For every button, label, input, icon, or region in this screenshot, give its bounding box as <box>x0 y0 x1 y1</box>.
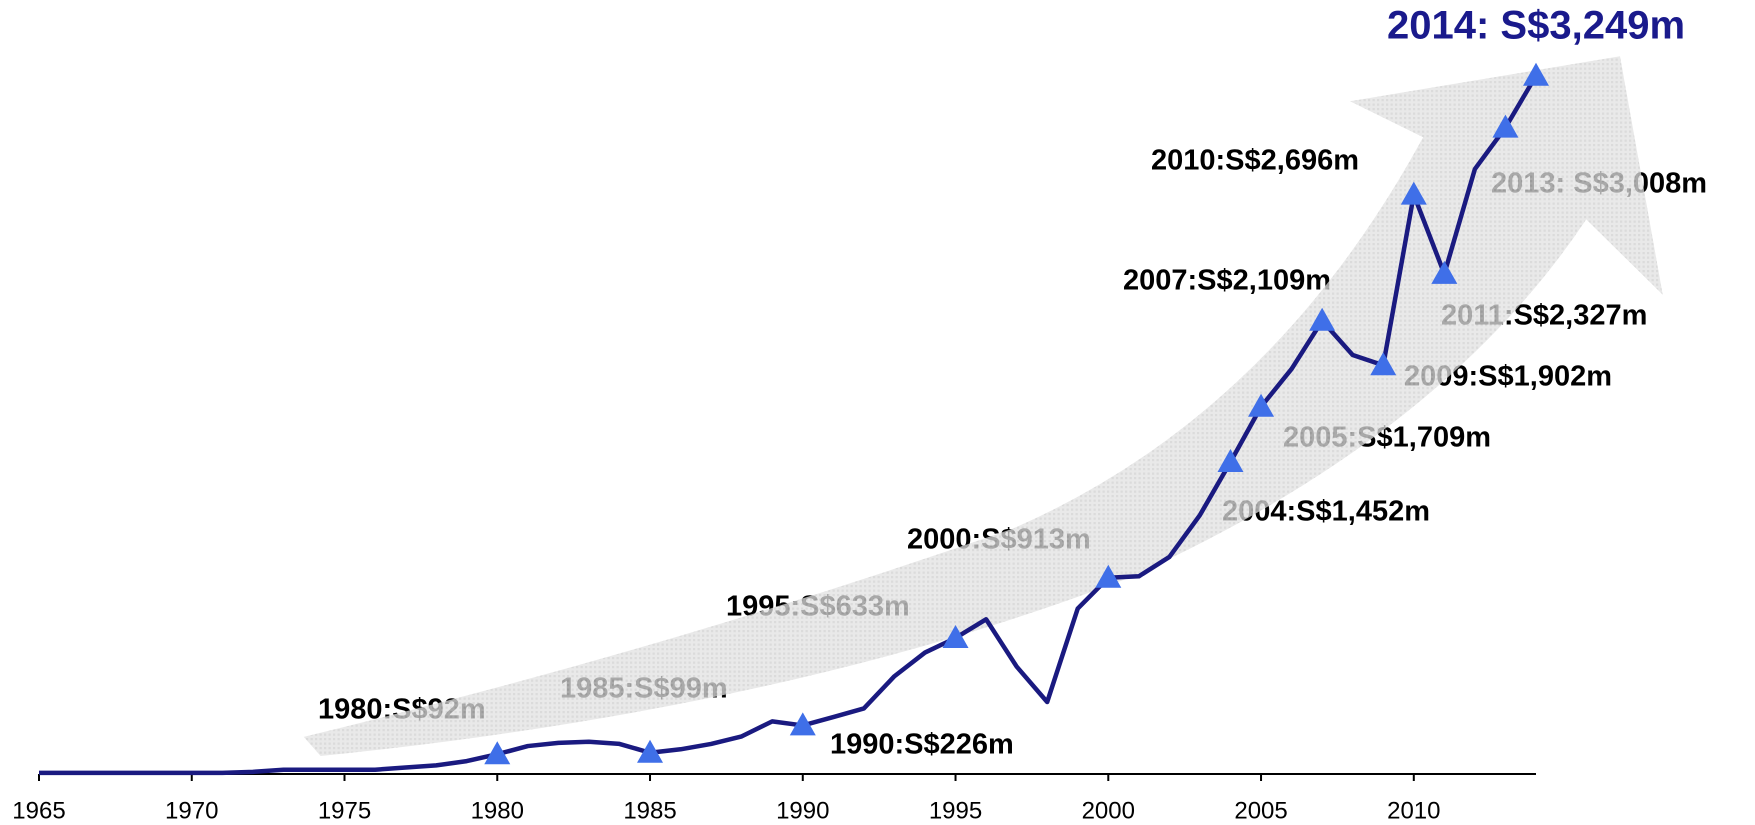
annotation-label: 1990:S$226m <box>830 729 1014 761</box>
x-tick-label: 2010 <box>1387 797 1440 824</box>
x-tick-label: 1975 <box>318 797 371 824</box>
annotation-label: 2007:S$2,109m <box>1123 265 1331 297</box>
annotation-label: 2010:S$2,696m <box>1151 145 1359 177</box>
x-tick-label: 2005 <box>1234 797 1287 824</box>
arrow-shape <box>304 56 1663 756</box>
x-tick-label: 2000 <box>1082 797 1135 824</box>
x-tick-label: 1995 <box>929 797 982 824</box>
x-tick-label: 1965 <box>12 797 65 824</box>
headline-label: 2014: S$3,249m <box>1387 4 1685 48</box>
chart: 1980:S$92m1985:S$99m1990:S$226m1995:S$63… <box>0 0 1755 825</box>
x-tick-label: 1970 <box>165 797 218 824</box>
x-tick-label: 1990 <box>776 797 829 824</box>
x-tick-label: 1980 <box>471 797 524 824</box>
growth-arrow <box>304 56 1663 756</box>
x-tick-label: 1985 <box>623 797 676 824</box>
